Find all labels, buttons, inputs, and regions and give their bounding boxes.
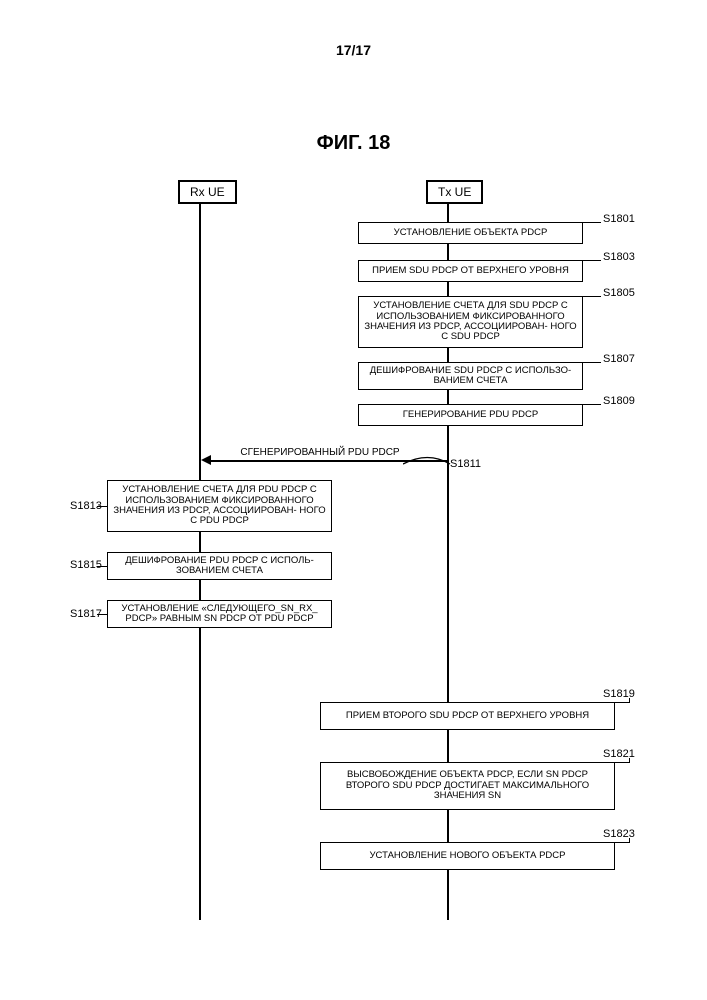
step-s1817: УСТАНОВЛЕНИЕ «СЛЕДУЮЩЕГО_SN_RX_ PDCP» РА… <box>107 600 332 628</box>
curve-s1811 <box>403 454 453 469</box>
label-s1811: S1811 <box>450 458 481 470</box>
conn-s1813 <box>97 506 107 507</box>
step-s1803: ПРИЕМ SDU PDCP ОТ ВЕРХНЕГО УРОВНЯ <box>358 260 583 282</box>
step-s1807: ДЕШИФРОВАНИЕ SDU PDCP С ИСПОЛЬЗО- ВАНИЕМ… <box>358 362 583 390</box>
rx-ue-header: Rx UE <box>178 180 237 204</box>
step-s1805: УСТАНОВЛЕНИЕ СЧЕТА ДЛЯ SDU PDCP С ИСПОЛЬ… <box>358 296 583 348</box>
step-s1819: ПРИЕМ ВТОРОГО SDU PDCP ОТ ВЕРХНЕГО УРОВН… <box>320 702 615 730</box>
step-s1801: УСТАНОВЛЕНИЕ ОБЪЕКТА PDCP <box>358 222 583 244</box>
conn-s1817 <box>97 614 107 615</box>
step-s1809: ГЕНЕРИРОВАНИЕ PDU PDCP <box>358 404 583 426</box>
conn-s1809 <box>583 404 601 405</box>
label-s1801: S1801 <box>603 213 635 225</box>
conn-s1823-h <box>615 842 630 843</box>
conn-s1815 <box>97 566 107 567</box>
label-s1815: S1815 <box>70 559 102 571</box>
step-s1815: ДЕШИФРОВАНИЕ PDU PDCP С ИСПОЛЬ- ЗОВАНИЕМ… <box>107 552 332 580</box>
conn-s1805 <box>583 296 601 297</box>
label-s1805: S1805 <box>603 287 635 299</box>
conn-s1819-h <box>615 702 630 703</box>
figure-title: ФИГ. 18 <box>0 132 707 155</box>
conn-s1803 <box>583 260 601 261</box>
step-s1823: УСТАНОВЛЕНИЕ НОВОГО ОБЪЕКТА PDCP <box>320 842 615 870</box>
label-s1803: S1803 <box>603 251 635 263</box>
conn-s1821-h <box>615 762 630 763</box>
conn-s1801 <box>583 222 601 223</box>
label-s1823: S1823 <box>603 828 635 840</box>
arrow-head-s1811 <box>201 455 211 465</box>
page-number: 17/17 <box>0 42 707 58</box>
arrow-label-s1811: СГЕНЕРИРОВАННЫЙ PDU PDCP <box>240 447 400 458</box>
step-s1813: УСТАНОВЛЕНИЕ СЧЕТА ДЛЯ PDU PDCP С ИСПОЛЬ… <box>107 480 332 532</box>
label-s1819: S1819 <box>603 688 635 700</box>
label-s1809: S1809 <box>603 395 635 407</box>
conn-s1807 <box>583 362 601 363</box>
tx-ue-header: Tx UE <box>426 180 483 204</box>
label-s1821: S1821 <box>603 748 635 760</box>
label-s1807: S1807 <box>603 353 635 365</box>
step-s1821: ВЫСВОБОЖДЕНИЕ ОБЪЕКТА PDCP, ЕСЛИ SN PDCP… <box>320 762 615 810</box>
